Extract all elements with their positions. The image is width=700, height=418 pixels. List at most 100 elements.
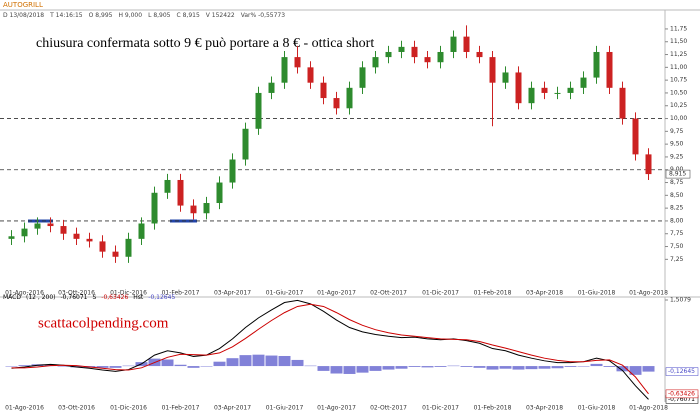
- candle-body: [450, 36, 457, 52]
- x-tick-label: 01-Ago-2018: [629, 405, 668, 412]
- macd-line: [11, 299, 649, 400]
- y-tick-label: 10,25: [670, 102, 687, 109]
- x-tick-label: 01-Feb-2018: [474, 290, 512, 297]
- candle-body: [333, 98, 340, 109]
- last-price-label: 8,915: [669, 171, 686, 178]
- histogram-bar: [434, 366, 447, 367]
- y-tick-label: 8,25: [670, 205, 684, 212]
- candle-body: [489, 57, 496, 83]
- y-tick-label: 10,50: [670, 89, 687, 96]
- candle-body: [34, 223, 41, 229]
- candle-body: [151, 192, 158, 224]
- candle-body: [372, 57, 379, 68]
- histogram-bar: [590, 363, 603, 367]
- histogram-bar: [460, 366, 473, 367]
- histogram-bar: [577, 366, 590, 367]
- x-tick-label: 01-Ago-2018: [629, 290, 668, 297]
- histogram-bar: [408, 366, 421, 367]
- x-tick-label: 01-Giu-2018: [578, 290, 616, 297]
- candle-body: [177, 179, 184, 206]
- histogram-bar: [239, 355, 252, 367]
- header-field: L 8,905: [148, 12, 171, 19]
- header-field: O 8,995: [89, 12, 113, 19]
- candle-body: [203, 203, 210, 214]
- histogram-bar: [252, 354, 265, 367]
- candle-body: [606, 51, 613, 88]
- series-last: -0,63426: [101, 294, 128, 301]
- series-name: S: [92, 294, 96, 301]
- watermark: scattacolpending.com: [38, 315, 169, 331]
- annotation: chiusura confermata sotto 9 € può portar…: [36, 36, 374, 51]
- candle-body: [632, 118, 639, 155]
- candle-body: [359, 67, 366, 88]
- histogram-bar: [18, 365, 31, 367]
- x-tick-label: 01-Feb-2017: [162, 290, 200, 297]
- candle-body: [268, 82, 275, 93]
- x-tick-label: 02-Ott-2017: [370, 405, 407, 412]
- series-name: Hst: [133, 294, 144, 301]
- last-value-label: -0,12645: [668, 368, 695, 375]
- candle-body: [437, 51, 444, 63]
- x-tick-label: 01-Dic-2016: [110, 405, 147, 412]
- symbol: AUTOGRILL: [3, 1, 43, 9]
- candle-body: [112, 251, 119, 257]
- histogram-bar: [525, 366, 538, 370]
- y-tick-label: 11,25: [670, 51, 687, 58]
- candle-body: [580, 77, 587, 88]
- series-last: -0,12645: [148, 294, 175, 301]
- candle-body: [138, 223, 145, 239]
- histogram-bar: [304, 365, 317, 367]
- histogram-bar: [356, 366, 369, 373]
- x-tick-label: 03-Apr-2017: [214, 290, 251, 297]
- candle-body: [398, 46, 405, 52]
- y-tick-label: 11,00: [670, 64, 687, 71]
- x-tick-label: 01-Giu-2017: [266, 405, 304, 412]
- candle-body: [8, 236, 15, 239]
- candle-body: [125, 238, 132, 257]
- histogram-bar: [551, 366, 564, 369]
- x-tick-label: 03-Ott-2016: [58, 405, 95, 412]
- header-field: D 13/08/2018: [3, 12, 44, 19]
- x-tick-label: 03-Apr-2018: [526, 290, 563, 297]
- histogram-bar: [5, 366, 18, 367]
- histogram-bar: [486, 366, 499, 370]
- y-tick-label: 10,75: [670, 77, 687, 84]
- candle-body: [619, 87, 626, 119]
- x-tick-label: 01-Feb-2018: [474, 405, 512, 412]
- y-tick-label: 9,75: [670, 128, 684, 135]
- histogram-bar: [122, 365, 135, 367]
- candle-body: [554, 92, 561, 94]
- histogram-bar: [330, 366, 343, 374]
- y-tick-label: 11,75: [670, 25, 687, 32]
- histogram-bar: [499, 366, 512, 369]
- candle-body: [593, 51, 600, 78]
- series-name: MACD: [3, 294, 21, 301]
- candle-body: [385, 51, 392, 58]
- candle-body: [567, 87, 574, 93]
- last-value-box: [665, 367, 699, 376]
- header-field: H 9,000: [118, 12, 142, 19]
- header-field: Var% -0,55773: [241, 12, 286, 19]
- y-tick-label: 10,00: [670, 115, 687, 122]
- header-field: T 14:16:15: [49, 12, 83, 19]
- histogram-bar: [57, 366, 70, 367]
- histogram-bar: [395, 366, 408, 369]
- histogram-bar: [161, 359, 174, 367]
- histogram-bar: [317, 366, 330, 371]
- candle-body: [190, 205, 197, 214]
- candle-body: [528, 87, 535, 104]
- y-tick-label: 8,50: [670, 192, 684, 199]
- x-tick-label: 03-Ott-2016: [58, 290, 95, 297]
- x-tick-label: 01-Ago-2017: [317, 290, 356, 297]
- histogram-bar: [564, 366, 577, 367]
- x-tick-label: 01-Ago-2016: [5, 290, 44, 297]
- y-tick-label: 7,75: [670, 230, 684, 237]
- x-tick-label: 01-Feb-2017: [162, 405, 200, 412]
- y-tick-label: 8,00: [670, 217, 684, 224]
- histogram-bar: [291, 359, 304, 367]
- y-tick-label: 7,50: [670, 243, 684, 250]
- x-tick-label: 01-Ago-2017: [317, 405, 356, 412]
- last-price-box: [665, 169, 691, 179]
- candle-body: [346, 87, 353, 109]
